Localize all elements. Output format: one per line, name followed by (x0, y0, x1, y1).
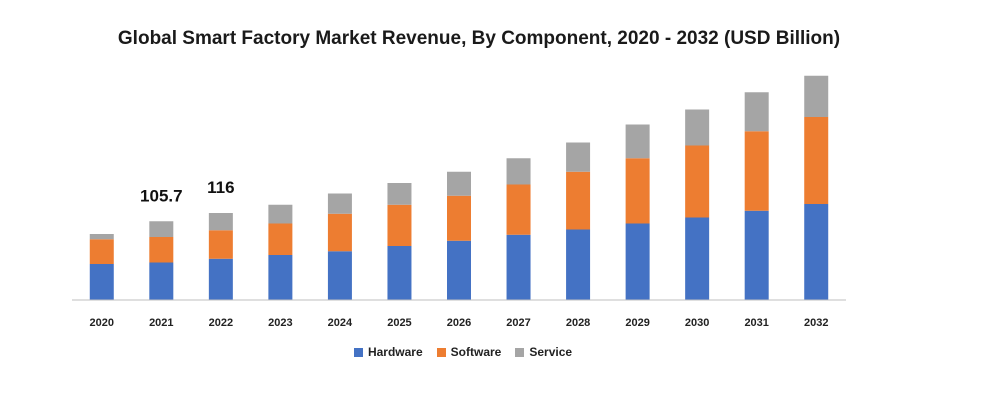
x-tick-label-2030: 2030 (685, 317, 709, 329)
legend: Hardware Software Service (0, 345, 926, 359)
bar-segment-software-2020 (89, 239, 114, 264)
bar-segment-hardware-2030 (685, 217, 710, 300)
bar-segment-software-2023 (268, 223, 293, 255)
bar-segment-service-2029 (625, 124, 650, 159)
legend-item-hardware: Hardware (353, 345, 423, 359)
bar-segment-hardware-2032 (804, 204, 829, 300)
legend-label-hardware: Hardware (367, 345, 423, 359)
bar-segment-hardware-2024 (327, 251, 352, 300)
bar-segment-hardware-2028 (566, 229, 591, 300)
bar-segment-hardware-2029 (625, 223, 650, 300)
x-tick-label-2025: 2025 (387, 317, 411, 329)
bar-segment-software-2029 (625, 158, 650, 224)
bar-segment-software-2030 (685, 145, 710, 218)
bar-segment-software-2022 (208, 230, 233, 259)
x-tick-label-2021: 2021 (149, 317, 173, 329)
x-tick-label-2020: 2020 (90, 317, 114, 329)
legend-swatch-service (515, 347, 525, 357)
bar-segment-service-2030 (685, 109, 710, 146)
bar-segment-software-2028 (566, 171, 591, 230)
x-tick-label-2023: 2023 (268, 317, 292, 329)
bar-segment-service-2024 (327, 193, 352, 214)
data-label-2021: 105.7 (140, 186, 183, 205)
x-tick-label-2024: 2024 (328, 317, 353, 329)
bar-segment-software-2024 (327, 213, 352, 252)
x-tick-label-2031: 2031 (744, 317, 768, 329)
bar-segment-software-2025 (387, 204, 412, 246)
bar-segment-hardware-2023 (268, 255, 293, 300)
bar-segment-hardware-2031 (744, 210, 769, 300)
bars-layer (89, 75, 829, 300)
bar-segment-service-2023 (268, 204, 293, 224)
bar-segment-software-2026 (447, 195, 471, 241)
legend-swatch-software (436, 347, 446, 357)
legend-swatch-hardware (353, 347, 363, 357)
bar-segment-software-2032 (804, 117, 829, 204)
bar-segment-hardware-2022 (208, 258, 233, 300)
bar-segment-hardware-2026 (447, 240, 471, 300)
x-tick-label-2027: 2027 (506, 317, 530, 329)
bar-segment-hardware-2020 (89, 264, 114, 300)
bar-segment-service-2032 (804, 75, 829, 117)
legend-item-software: Software (436, 345, 502, 359)
bar-segment-service-2025 (387, 183, 412, 205)
bar-segment-service-2026 (447, 171, 471, 196)
annotations-layer: 105.7 116 (140, 178, 235, 205)
bar-segment-hardware-2027 (506, 234, 531, 300)
legend-item-service: Service (515, 345, 572, 359)
bar-segment-hardware-2021 (149, 262, 174, 300)
x-tick-label-2026: 2026 (447, 317, 471, 329)
bar-segment-service-2028 (566, 142, 591, 172)
bar-segment-service-2027 (506, 158, 531, 185)
bar-segment-service-2020 (89, 234, 114, 240)
bar-segment-hardware-2025 (387, 246, 412, 300)
x-tick-label-2022: 2022 (209, 317, 233, 329)
bar-segment-service-2022 (208, 213, 233, 231)
chart-title: Global Smart Factory Market Revenue, By … (117, 28, 841, 49)
bar-segment-service-2031 (744, 92, 769, 132)
x-tick-labels: 2020 2021 2022 2023 2024 2025 2026 2027 2028 2029… (90, 317, 829, 329)
bar-segment-software-2021 (149, 237, 174, 263)
x-tick-label-2029: 2029 (625, 317, 649, 329)
legend-label-service: Service (529, 345, 573, 359)
bar-segment-software-2027 (506, 184, 531, 235)
legend-label-software: Software (450, 345, 502, 359)
x-tick-label-2028: 2028 (566, 317, 590, 329)
bar-segment-software-2031 (744, 131, 769, 211)
bar-segment-service-2021 (149, 221, 174, 237)
x-tick-label-2032: 2032 (804, 317, 828, 329)
data-label-2022: 116 (207, 178, 234, 197)
